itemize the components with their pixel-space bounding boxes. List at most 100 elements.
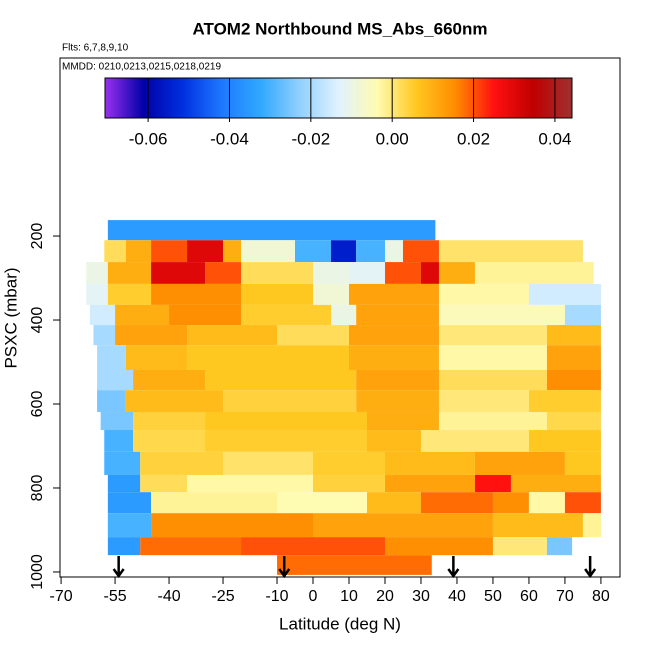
heatmap-cell bbox=[277, 555, 432, 575]
heatmap-cell bbox=[100, 411, 134, 431]
x-tick-label: 70 bbox=[556, 588, 574, 605]
heatmap-cell bbox=[313, 474, 385, 493]
heatmap-cell bbox=[107, 262, 152, 284]
heatmap-cell bbox=[313, 283, 349, 305]
heatmap-cell bbox=[205, 262, 242, 284]
heatmap-cell bbox=[356, 390, 439, 412]
heatmap-cell bbox=[151, 492, 278, 514]
heatmap-cell bbox=[546, 325, 601, 346]
heatmap-cell bbox=[241, 537, 385, 556]
heatmap-cell bbox=[438, 369, 547, 391]
heatmap-cell bbox=[474, 262, 594, 284]
heatmap-cell bbox=[492, 537, 547, 556]
heatmap-cell bbox=[348, 345, 439, 370]
heatmap-cell bbox=[205, 411, 367, 431]
heatmap-cell bbox=[133, 411, 206, 431]
heatmap-cell bbox=[187, 325, 278, 346]
x-tick-label: 0 bbox=[309, 588, 318, 605]
heatmap-cell bbox=[223, 451, 314, 475]
y-tick-label: 600 bbox=[29, 391, 46, 418]
heatmap-cell bbox=[107, 492, 152, 514]
heatmap-cell bbox=[125, 345, 188, 370]
arrow bbox=[278, 556, 291, 579]
heatmap-cell bbox=[438, 304, 565, 326]
x-tick-label: 10 bbox=[340, 588, 358, 605]
heatmap-cell bbox=[86, 262, 108, 284]
heatmap-cell bbox=[348, 283, 439, 305]
heatmap-cell bbox=[133, 369, 206, 391]
heatmap-cell bbox=[582, 513, 601, 538]
heatmap-cell bbox=[546, 369, 601, 391]
heatmap-cell bbox=[356, 369, 439, 391]
heatmap-cell bbox=[528, 492, 565, 514]
heatmap-cell bbox=[107, 537, 141, 556]
chart-title: ATOM2 Northbound MS_Abs_660nm bbox=[192, 19, 487, 38]
colorbar-tick-label: -0.04 bbox=[210, 129, 249, 148]
heatmap-cell bbox=[151, 513, 314, 538]
heatmap-cell bbox=[420, 492, 493, 514]
colorbar-tick-label: 0.02 bbox=[457, 129, 490, 148]
heatmap-cell bbox=[107, 220, 436, 241]
heatmap-cell bbox=[187, 474, 314, 493]
x-tick-label: 40 bbox=[448, 588, 466, 605]
heatmap-cell bbox=[420, 262, 439, 284]
colorbar bbox=[104, 77, 573, 119]
heatmap-cell bbox=[241, 262, 314, 284]
annotation: Flts: 6,7,8,9,10 bbox=[62, 43, 129, 54]
heatmap-cell bbox=[107, 513, 152, 538]
heatmap-cell bbox=[420, 430, 529, 452]
heatmap-cell bbox=[564, 451, 601, 475]
heatmap-cell bbox=[93, 325, 116, 346]
heatmap-cell bbox=[356, 240, 385, 263]
heatmap-cell bbox=[223, 240, 242, 263]
heatmap-cell bbox=[104, 430, 134, 452]
colorbar-tick-label: 0.00 bbox=[376, 129, 409, 148]
heatmap-cell bbox=[187, 240, 224, 263]
heatmap-cell bbox=[97, 345, 126, 370]
heatmap-cell bbox=[438, 262, 475, 284]
heatmap-cell bbox=[438, 390, 529, 412]
heatmap-cell bbox=[140, 474, 188, 493]
heatmap-cell bbox=[546, 345, 601, 370]
heatmap-cell bbox=[438, 325, 547, 346]
plot-frame bbox=[59, 57, 621, 578]
colorbar-tick-label: -0.06 bbox=[129, 129, 168, 148]
heatmap-cell bbox=[187, 345, 349, 370]
heatmap-cell bbox=[169, 304, 242, 326]
heatmap-cell bbox=[313, 451, 385, 475]
heatmap-cell bbox=[331, 304, 357, 326]
heatmap-cell bbox=[474, 474, 511, 493]
heatmap-cell bbox=[438, 411, 547, 431]
heatmap-cell bbox=[384, 451, 475, 475]
x-tick-label: -25 bbox=[211, 588, 234, 605]
heatmap-cell bbox=[366, 430, 421, 452]
heatmap-cell bbox=[528, 430, 601, 452]
heatmap-cell bbox=[104, 240, 126, 263]
heatmap-cell bbox=[384, 240, 403, 263]
heatmap-cell bbox=[402, 240, 439, 263]
heatmap-cell bbox=[438, 345, 547, 370]
heatmap-cell bbox=[151, 283, 242, 305]
heatmap-cell bbox=[438, 283, 529, 305]
heatmap-cell bbox=[125, 390, 224, 412]
x-tick-label: 50 bbox=[484, 588, 502, 605]
heatmap-cell bbox=[140, 451, 224, 475]
heatmap-cell bbox=[277, 325, 349, 346]
heatmap-cell bbox=[564, 304, 601, 326]
heatmap-cell bbox=[205, 430, 367, 452]
heatmap-cell bbox=[241, 240, 296, 263]
heatmap-cell bbox=[492, 492, 529, 514]
heatmap-cell bbox=[366, 411, 439, 431]
heatmap-cell bbox=[86, 283, 108, 305]
heatmap-cell bbox=[492, 513, 583, 538]
heatmap-cell bbox=[89, 304, 116, 326]
x-tick-label: -10 bbox=[265, 588, 288, 605]
heatmap-cell bbox=[104, 451, 141, 475]
heatmap-cell bbox=[151, 262, 206, 284]
heatmap-cell bbox=[510, 474, 601, 493]
arrow bbox=[447, 556, 460, 579]
heatmap-cell bbox=[546, 411, 601, 431]
y-tick-label: 800 bbox=[29, 475, 46, 502]
arrow bbox=[584, 556, 597, 579]
y-tick-label: 1000 bbox=[29, 554, 46, 590]
